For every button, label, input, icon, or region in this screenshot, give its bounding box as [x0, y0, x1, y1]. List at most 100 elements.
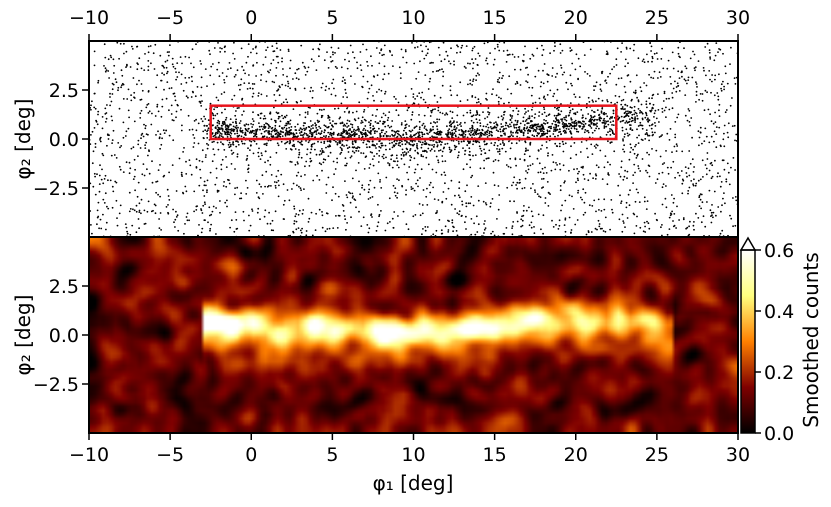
scatter-point: [93, 92, 96, 95]
scatter-point: [526, 129, 529, 132]
scatter-point: [559, 52, 562, 54]
scatter-point: [264, 161, 266, 164]
scatter-point: [465, 45, 468, 47]
scatter-point: [117, 86, 120, 89]
scatter-point: [642, 230, 645, 233]
scatter-point: [485, 59, 487, 62]
scatter-point: [321, 148, 323, 150]
scatter-point: [181, 124, 183, 127]
scatter-point: [386, 222, 389, 225]
scatter-point: [637, 142, 640, 145]
scatter-point: [413, 102, 416, 105]
scatter-point: [408, 142, 410, 144]
scatter-point: [652, 107, 654, 110]
scatter-point: [191, 80, 194, 83]
scatter-point: [310, 132, 313, 134]
scatter-point: [411, 113, 414, 116]
scatter-point: [334, 65, 337, 68]
y-tick-label: −2.5: [33, 374, 79, 396]
scatter-point: [600, 90, 603, 92]
scatter-point: [516, 123, 518, 126]
scatter-point: [475, 140, 478, 143]
scatter-point: [605, 120, 608, 123]
scatter-point: [211, 160, 214, 163]
scatter-point: [107, 138, 110, 140]
scatter-point: [157, 110, 160, 113]
scatter-point: [467, 130, 470, 133]
scatter-point: [668, 97, 670, 100]
scatter-point: [262, 136, 265, 138]
scatter-point: [323, 108, 325, 111]
scatter-point: [665, 150, 667, 152]
scatter-point: [378, 149, 381, 152]
scatter-point: [103, 43, 106, 46]
scatter-point: [442, 70, 445, 73]
scatter-point: [721, 159, 724, 162]
scatter-point: [256, 211, 259, 214]
scatter-point: [469, 109, 472, 112]
scatter-point: [174, 218, 177, 221]
scatter-point: [484, 182, 487, 185]
scatter-point: [718, 48, 720, 50]
scatter-point: [607, 131, 609, 134]
scatter-point: [222, 136, 224, 139]
scatter-point: [281, 60, 283, 63]
scatter-point: [207, 129, 209, 132]
scatter-point: [379, 179, 381, 181]
scatter-point: [454, 134, 457, 137]
scatter-point: [410, 186, 413, 188]
scatter-point: [573, 93, 576, 96]
scatter-point: [320, 153, 323, 155]
scatter-point: [598, 225, 601, 228]
scatter-point: [453, 132, 456, 135]
scatter-point: [526, 126, 529, 128]
scatter-point: [316, 174, 318, 177]
scatter-point: [456, 114, 459, 117]
scatter-point: [723, 168, 726, 171]
scatter-point: [176, 214, 179, 217]
scatter-point: [527, 117, 530, 120]
scatter-point: [348, 134, 350, 137]
scatter-point: [463, 65, 466, 68]
top-x-ticks: −10 −5 0 5 10 15 20 25 30: [69, 7, 750, 41]
scatter-point: [629, 151, 632, 154]
scatter-point: [235, 228, 238, 230]
scatter-point: [705, 167, 708, 170]
scatter-point: [635, 143, 637, 146]
scatter-point: [247, 147, 249, 150]
scatter-point: [282, 131, 285, 134]
scatter-point: [104, 70, 107, 73]
scatter-point: [479, 167, 482, 170]
scatter-point: [554, 168, 557, 171]
scatter-point: [390, 158, 392, 161]
scatter-point: [537, 213, 540, 216]
scatter-point: [323, 135, 325, 138]
scatter-point: [289, 119, 292, 122]
scatter-point: [341, 139, 344, 142]
scatter-point: [494, 159, 497, 161]
scatter-point: [555, 162, 557, 164]
scatter-point: [131, 224, 134, 227]
scatter-point: [562, 164, 565, 167]
colorbar-extend-arrow: [739, 236, 757, 251]
scatter-point: [225, 116, 228, 119]
scatter-point: [643, 200, 646, 203]
scatter-point: [210, 223, 213, 226]
scatter-point: [434, 122, 437, 124]
scatter-point: [200, 94, 203, 97]
scatter-point: [576, 130, 578, 133]
scatter-point: [288, 130, 291, 133]
scatter-point: [303, 127, 305, 130]
scatter-point: [482, 133, 485, 136]
scatter-point: [640, 111, 643, 114]
scatter-point: [596, 118, 598, 121]
scatter-point: [449, 85, 452, 87]
scatter-point: [432, 125, 434, 128]
scatter-point: [206, 189, 208, 192]
scatter-point: [301, 143, 304, 146]
scatter-point: [100, 227, 103, 230]
scatter-point: [472, 140, 475, 143]
scatter-point: [306, 70, 309, 73]
scatter-point: [395, 142, 398, 145]
scatter-point: [350, 155, 353, 158]
